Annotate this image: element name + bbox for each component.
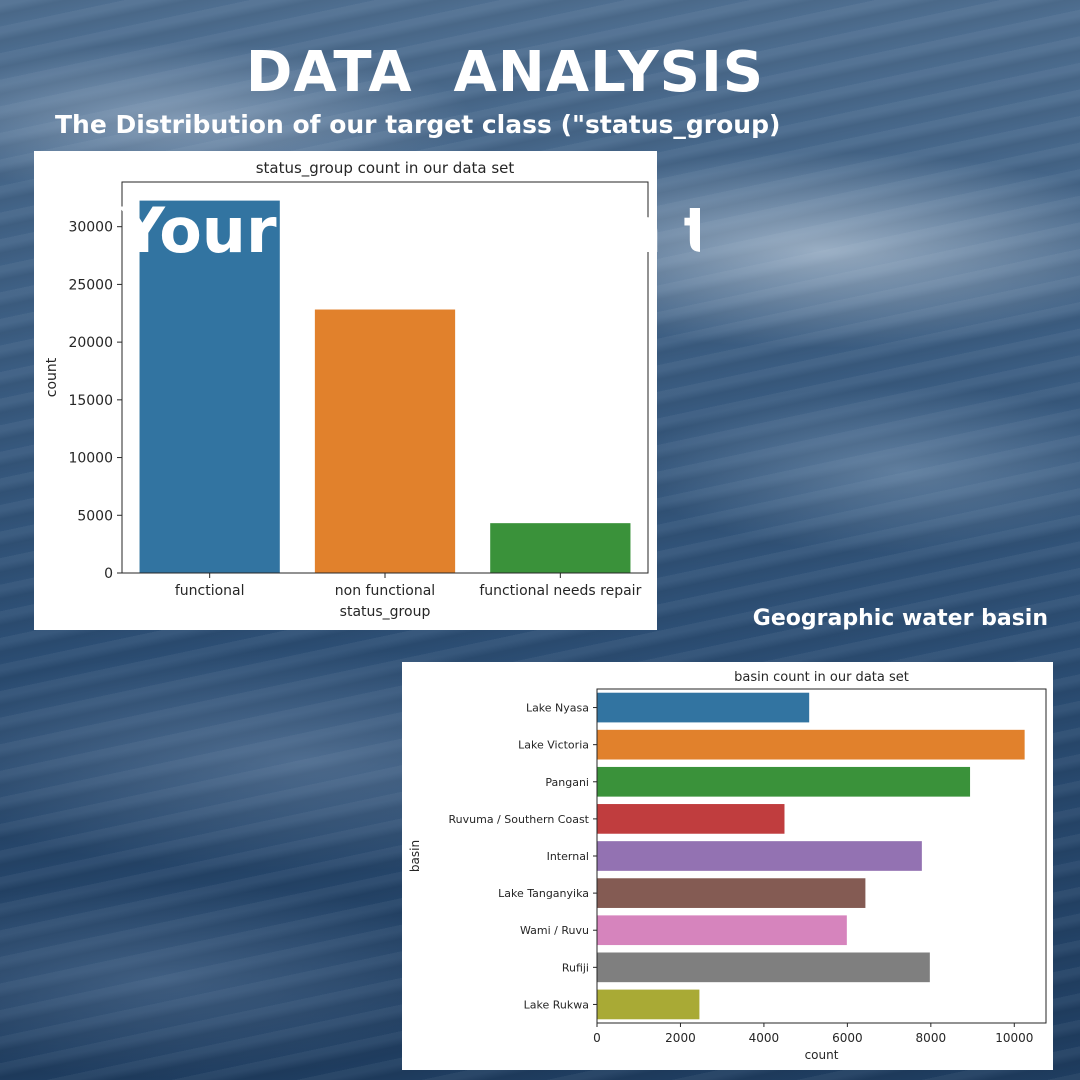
x-axis-label: count <box>805 1048 839 1062</box>
y-tick-label: 30000 <box>68 220 113 236</box>
basin-chart-panel: basin count in our data set Lake Nyasa Lak… <box>402 662 1053 1070</box>
status-group-chart-panel: status_group count in our data set functi… <box>34 151 657 630</box>
y-tick-label: Lake Victoria <box>518 739 589 752</box>
y-tick-label: Wami / Ruvu <box>520 924 589 937</box>
y-tick-label: 0 <box>104 566 113 582</box>
x-axis-label: status_group <box>340 604 431 620</box>
y-tick-label: 15000 <box>68 393 113 409</box>
bar-1 <box>597 692 810 723</box>
y-tick-label: Rufiji <box>562 961 589 974</box>
x-tick-label: 2000 <box>665 1031 696 1045</box>
bar-2 <box>597 729 1025 760</box>
bar-3 <box>597 766 971 797</box>
plot-frame <box>596 688 1047 1024</box>
chart-title: status_group count in our data set <box>256 159 515 178</box>
bar-8 <box>597 952 930 983</box>
bar-3 <box>490 523 631 573</box>
x-tick-label: 6000 <box>832 1031 863 1045</box>
page-title: DATA ANALYSIS <box>245 40 765 105</box>
y-tick-label: Ruvuma / Southern Coast <box>449 813 590 826</box>
y-tick-label: 5000 <box>77 508 113 524</box>
section-heading-basin: Geographic water basin <box>752 606 1048 631</box>
y-tick-label: Lake Rukwa <box>524 998 589 1011</box>
bar-7 <box>597 915 847 946</box>
x-tick-label: 8000 <box>916 1031 947 1045</box>
bar-9 <box>597 989 700 1020</box>
x-tick-label: functional needs repair <box>479 583 641 599</box>
x-tick-label: 10000 <box>995 1031 1033 1045</box>
y-tick-label: 20000 <box>68 335 113 351</box>
overlay-text: Your paragraph text <box>120 194 700 267</box>
x-tick-label: functional <box>175 583 245 599</box>
x-tick-label: 4000 <box>749 1031 780 1045</box>
x-tick-label: 0 <box>593 1031 601 1045</box>
y-tick-label: Pangani <box>545 776 589 789</box>
y-axis-label: basin <box>408 840 422 872</box>
plot-frame <box>121 181 649 574</box>
chart-title: basin count in our data set <box>734 670 909 685</box>
y-tick-label: Internal <box>547 850 589 863</box>
y-tick-label: Lake Nyasa <box>526 702 589 715</box>
y-tick-label: 10000 <box>68 451 113 467</box>
bar-4 <box>597 804 785 834</box>
bar-6 <box>597 878 866 908</box>
bar-5 <box>597 841 922 871</box>
basin-chart: basin count in our data set Lake Nyasa Lak… <box>408 670 1047 1062</box>
page-subtitle: The Distribution of our target class ("s… <box>55 110 781 139</box>
status-group-chart: status_group count in our data set functi… <box>44 159 649 620</box>
bar-2 <box>314 309 456 573</box>
y-tick-label: Lake Tanganyika <box>498 887 589 900</box>
y-tick-label: 25000 <box>68 277 113 293</box>
bar-1 <box>139 200 280 573</box>
x-tick-label: non functional <box>335 583 435 599</box>
y-axis-label: count <box>44 357 60 397</box>
